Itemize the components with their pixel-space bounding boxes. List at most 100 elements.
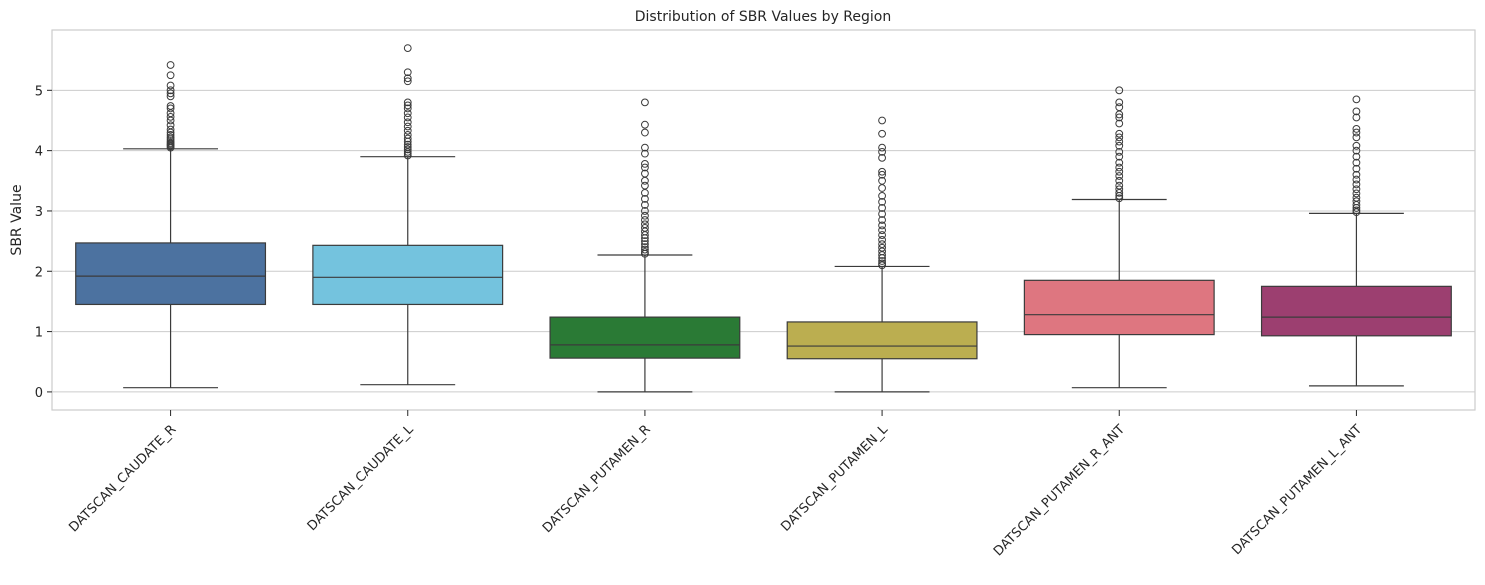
outlier-point [878, 257, 886, 265]
box-plot [786, 116, 978, 393]
outlier-point [403, 118, 412, 127]
box-plot [75, 61, 267, 389]
outlier-point [1352, 141, 1361, 150]
y-tick-label: 1 [35, 326, 43, 341]
outlier-point [166, 86, 175, 95]
outlier-point [641, 143, 649, 152]
outlier-point [878, 167, 886, 176]
outlier-point [878, 210, 886, 218]
plot-frame [51, 29, 1476, 411]
outlier-point [641, 120, 649, 129]
outlier-point [641, 160, 649, 168]
outlier-point [1352, 189, 1361, 198]
outlier-point [878, 153, 886, 162]
box-iqr [549, 316, 741, 359]
x-tick-label: DATSCAN_CAUDATE_R [66, 422, 179, 535]
outlier-point [878, 259, 886, 268]
outlier-point [878, 198, 886, 206]
outlier-point [1352, 185, 1361, 194]
outlier-point [1115, 133, 1124, 142]
outlier-point [641, 201, 649, 209]
outlier-point [641, 211, 649, 220]
outlier-point [166, 125, 175, 134]
outlier-point [166, 71, 175, 80]
outlier-point [1352, 197, 1361, 206]
outlier-point [1115, 158, 1124, 167]
outlier-point [1352, 180, 1361, 189]
outlier-point [641, 169, 649, 178]
box-iqr [786, 321, 978, 360]
outlier-point [878, 226, 886, 235]
box-iqr [75, 242, 267, 306]
outlier-point [1352, 206, 1361, 215]
outlier-point [403, 98, 412, 107]
x-tick-label: DATSCAN_CAUDATE_L [305, 422, 417, 534]
y-tick-label: 4 [35, 145, 43, 160]
outlier-point [403, 122, 412, 131]
outlier-point [1352, 158, 1361, 167]
outlier-point [878, 191, 886, 200]
outlier-point [1115, 141, 1124, 150]
outlier-point [403, 77, 412, 86]
outlier-point [878, 221, 886, 230]
outlier-point [878, 176, 886, 185]
y-axis-ticks: 0 1 2 3 4 5 [35, 84, 52, 401]
outlier-point [878, 147, 886, 156]
box-iqr [1023, 279, 1215, 336]
outlier-point [1352, 164, 1361, 173]
outlier-point [641, 248, 649, 256]
outlier-point [403, 68, 412, 77]
outlier-point [1352, 175, 1361, 184]
outlier-point [1115, 147, 1124, 156]
outlier-point [1115, 98, 1124, 107]
outlier-point [166, 81, 175, 90]
outlier-point [166, 121, 175, 130]
outlier-point [878, 129, 886, 138]
outlier-point [878, 170, 886, 179]
outlier-point [878, 236, 886, 244]
outlier-point [1115, 172, 1124, 180]
outlier-point [403, 131, 412, 139]
outlier-point [878, 116, 886, 125]
outlier-point [878, 143, 886, 152]
outlier-point [1115, 194, 1124, 203]
outlier-point [1115, 129, 1124, 138]
y-tick-label: 2 [35, 265, 43, 280]
outlier-point [403, 44, 412, 52]
outlier-point [1352, 107, 1361, 116]
x-tick-label: DATSCAN_PUTAMEN_L_ANT [1229, 422, 1365, 558]
outlier-point [1115, 176, 1124, 185]
y-tick-label: 3 [35, 205, 43, 220]
outlier-point [878, 243, 886, 252]
box-plot [1260, 95, 1452, 387]
outlier-point [641, 223, 649, 232]
outlier-point [1115, 103, 1124, 112]
outlier-point [641, 240, 649, 249]
outlier-point [1352, 193, 1361, 202]
outlier-point [1115, 119, 1124, 128]
outlier-point [166, 133, 175, 142]
x-tick-label: DATSCAN_PUTAMEN_R [540, 422, 654, 536]
outlier-point [641, 237, 649, 246]
outlier-point [166, 102, 175, 110]
outlier-point [641, 220, 649, 229]
outlier-point [878, 240, 886, 249]
outlier-point [1115, 181, 1124, 190]
y-tick-label: 5 [35, 84, 43, 99]
outlier-point [641, 128, 649, 137]
outlier-point [878, 231, 886, 239]
x-tick-label: DATSCAN_PUTAMEN_L [778, 422, 891, 535]
outlier-point [403, 126, 412, 135]
outlier-point [641, 163, 649, 172]
box-plots [75, 44, 1452, 393]
outlier-point [641, 181, 649, 190]
box-iqr [312, 244, 504, 306]
outlier-point [166, 131, 175, 139]
x-axis-ticks: DATSCAN_CAUDATE_R DATSCAN_CAUDATE_L DATSCA… [66, 410, 1365, 559]
outlier-point [403, 74, 412, 83]
outlier-point [1115, 137, 1124, 146]
box-plot [1023, 86, 1215, 389]
outlier-point [1115, 86, 1124, 95]
box-iqr [1260, 285, 1452, 337]
